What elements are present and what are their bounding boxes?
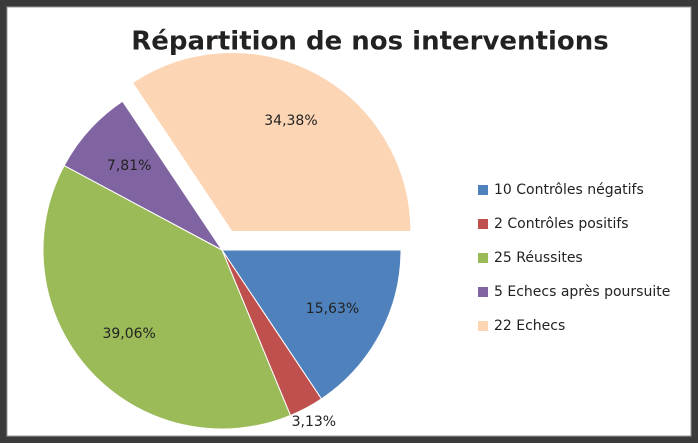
data-label: 3,13% [292,414,336,430]
chart-title: Répartition de nos interventions [131,27,609,57]
legend-swatch [478,321,488,331]
pie-slice [221,249,402,400]
data-label: 7,81% [107,158,151,174]
legend-swatch [478,185,488,195]
legend-swatch [478,287,488,297]
legend-label: 5 Echecs après poursuite [494,284,670,300]
legend-label: 2 Contrôles positifs [494,216,629,232]
data-label: 34,38% [264,113,317,129]
data-label: 15,63% [306,301,359,317]
pie-slice [42,164,292,430]
data-label: 39,06% [102,326,155,342]
pie-slice [63,100,223,251]
legend-swatch [478,219,488,229]
legend-label: 10 Contrôles négatifs [494,182,644,198]
legend-label: 22 Echecs [494,318,565,334]
legend-swatch [478,253,488,263]
pie-slice [131,52,412,232]
legend-label: 25 Réussites [494,250,583,266]
